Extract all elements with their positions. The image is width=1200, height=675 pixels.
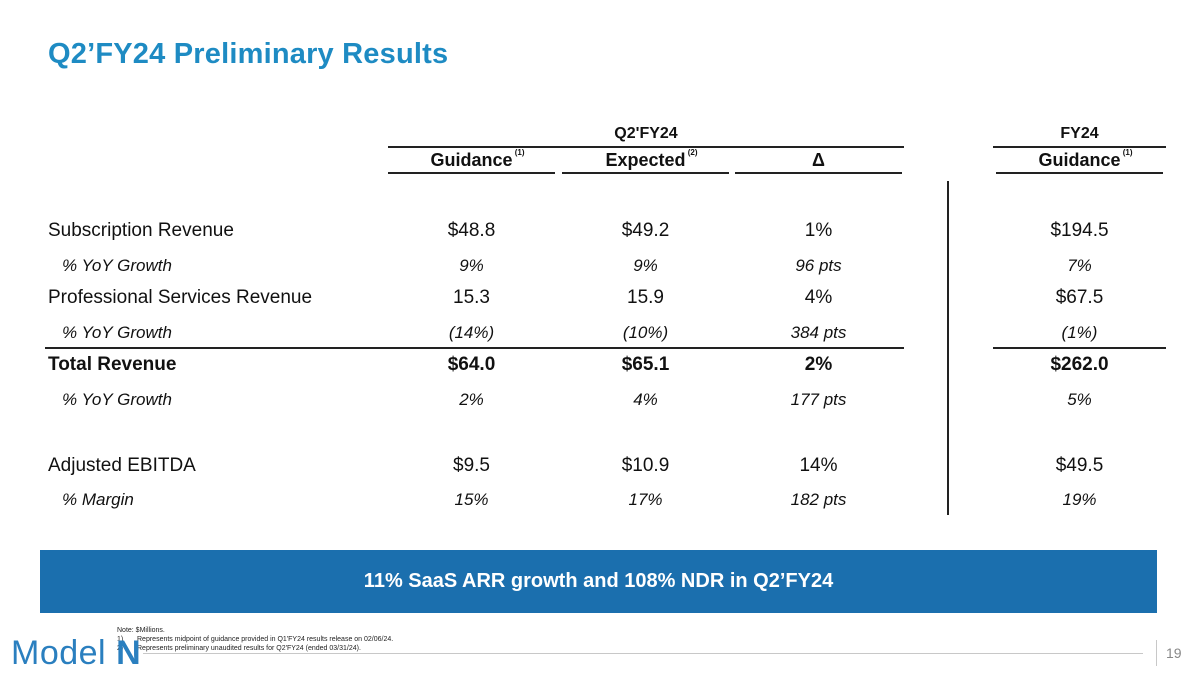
expected-header-label: Expected	[605, 150, 686, 170]
expected-value: 4%	[633, 390, 658, 409]
footnote-2: Represents preliminary unaudited results…	[137, 645, 361, 652]
delta-value: 1%	[804, 220, 833, 241]
fy-guidance-value: 19%	[1062, 490, 1097, 509]
q2-fy24-header: Q2'FY24	[614, 125, 678, 142]
delta-value: 96 pts	[795, 256, 842, 275]
page-number-divider	[1156, 640, 1157, 666]
footer-rule	[143, 653, 1143, 654]
footnote-1: Represents midpoint of guidance provided…	[137, 636, 394, 643]
fy-guidance-value: 5%	[1067, 390, 1092, 409]
delta-value: 2%	[804, 354, 833, 375]
fy-guidance-value: (1%)	[1061, 323, 1098, 342]
expected-footnote-ref: (2)	[687, 148, 698, 157]
fy-guidance-header: Guidance (1)	[996, 148, 1163, 171]
guidance-rule	[388, 172, 555, 174]
fy-guidance-value: $67.5	[1055, 287, 1104, 308]
expected-value: $49.2	[621, 220, 670, 241]
guidance-value: 2%	[459, 390, 484, 409]
delta-value: 384 pts	[790, 323, 847, 342]
expected-value: 9%	[633, 256, 658, 275]
page-number: 19	[1166, 645, 1182, 661]
footnote-note: Note: $Millions.	[117, 627, 165, 634]
guidance-value: 15%	[454, 490, 489, 509]
row-label: Professional Services Revenue	[48, 287, 313, 308]
expected-value: $10.9	[621, 455, 670, 476]
delta-value: 182 pts	[790, 490, 847, 509]
fy-guidance-header-label: Guidance	[1038, 150, 1121, 170]
fy-group-rule	[993, 146, 1166, 148]
guidance-value: $9.5	[453, 455, 490, 476]
expected-rule	[562, 172, 729, 174]
highlight-banner-text: 11% SaaS ARR growth and 108% NDR in Q2’F…	[363, 570, 834, 592]
delta-value: 14%	[799, 455, 838, 476]
delta-rule	[735, 172, 902, 174]
guidance-value: $64.0	[447, 354, 496, 375]
logo-word: Model	[11, 634, 107, 672]
footnote-1-key: 1)	[117, 636, 124, 643]
row-label: Subscription Revenue	[48, 220, 234, 241]
footnote-2-key: 2)	[117, 645, 124, 652]
fy24-header: FY24	[1060, 125, 1099, 142]
guidance-value: 9%	[459, 256, 484, 275]
fy-guidance-value: 7%	[1067, 256, 1092, 275]
row-sublabel: % YoY Growth	[62, 390, 172, 409]
logo-mark: N	[116, 634, 142, 672]
fy-guidance-rule	[996, 172, 1163, 174]
guidance-value: (14%)	[448, 323, 495, 342]
expected-value: 15.9	[627, 287, 664, 308]
fy-guidance-footnote-ref: (1)	[1122, 148, 1133, 157]
footnotes: Note: $Millions. 1) Represents midpoint o…	[117, 626, 393, 653]
guidance-header: Guidance (1)	[388, 148, 555, 171]
fy-guidance-value: $194.5	[1050, 220, 1109, 241]
row-label: Adjusted EBITDA	[48, 455, 196, 476]
guidance-header-label: Guidance	[430, 150, 513, 170]
total-rule	[45, 347, 904, 349]
fy-guidance-value: $262.0	[1050, 354, 1109, 375]
expected-header: Expected (2)	[562, 148, 729, 171]
guidance-value: $48.8	[447, 220, 496, 241]
q2-group-rule	[388, 146, 904, 148]
row-label: Total Revenue	[48, 354, 177, 375]
delta-header: Δ	[812, 150, 825, 170]
delta-value: 4%	[804, 287, 833, 308]
row-sublabel: % YoY Growth	[62, 323, 172, 342]
guidance-footnote-ref: (1)	[514, 148, 525, 157]
highlight-banner: 11% SaaS ARR growth and 108% NDR in Q2’F…	[40, 550, 1157, 613]
page-title: Q2’FY24 Preliminary Results	[48, 38, 449, 70]
expected-value: 17%	[628, 490, 663, 509]
model-n-logo: Model N	[11, 633, 141, 673]
delta-value: 177 pts	[790, 390, 847, 409]
expected-value: $65.1	[621, 354, 670, 375]
fy-guidance-value: $49.5	[1055, 455, 1104, 476]
column-divider	[947, 181, 949, 515]
expected-value: (10%)	[622, 323, 669, 342]
row-sublabel: % Margin	[62, 490, 134, 509]
guidance-value: 15.3	[453, 287, 490, 308]
fy-total-rule	[993, 347, 1166, 349]
row-sublabel: % YoY Growth	[62, 256, 172, 275]
